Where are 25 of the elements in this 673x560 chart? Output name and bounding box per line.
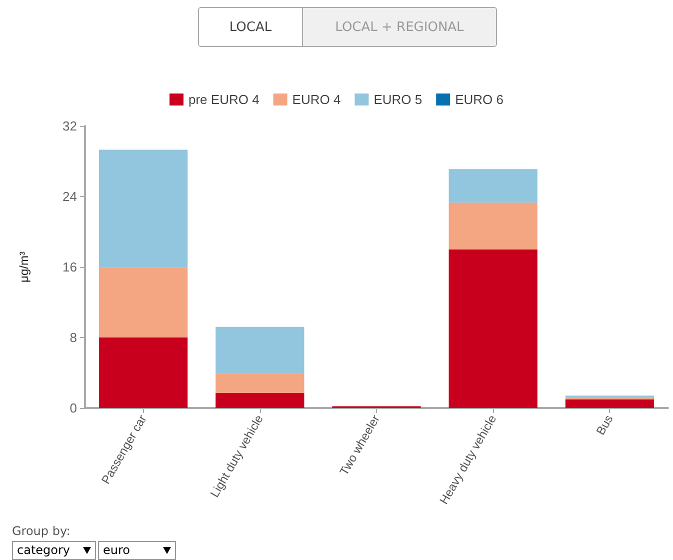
y-tick-label: 0 bbox=[70, 400, 77, 416]
bar bbox=[98, 150, 188, 268]
text: Group by: bbox=[12, 524, 70, 538]
bar bbox=[216, 326, 304, 374]
local-toggle[interactable]: LOCAL bbox=[199, 8, 303, 46]
x-tick-label: Bus bbox=[593, 412, 616, 438]
legend-label: pre EURO 4 bbox=[188, 92, 260, 107]
bar bbox=[98, 338, 188, 408]
legend-label: EURO 4 bbox=[292, 92, 341, 107]
bar bbox=[98, 268, 188, 338]
bar bbox=[448, 169, 538, 203]
y-axis-title: μg/m³ bbox=[17, 252, 31, 282]
y-tick-label: 16 bbox=[62, 260, 77, 274]
legend-label: EURO 5 bbox=[374, 92, 422, 107]
y-tick-label: 32 bbox=[62, 118, 77, 134]
bar bbox=[565, 399, 654, 408]
y-tick-label: 24 bbox=[62, 189, 77, 204]
y-tick-label: 8 bbox=[70, 330, 77, 345]
bar bbox=[448, 202, 538, 250]
category-select[interactable]: category bbox=[12, 541, 96, 560]
euro-select[interactable]: euro bbox=[98, 541, 176, 560]
bar bbox=[216, 393, 304, 408]
bar bbox=[448, 249, 538, 408]
bar bbox=[216, 374, 304, 394]
legend-label: EURO 6 bbox=[455, 92, 504, 107]
